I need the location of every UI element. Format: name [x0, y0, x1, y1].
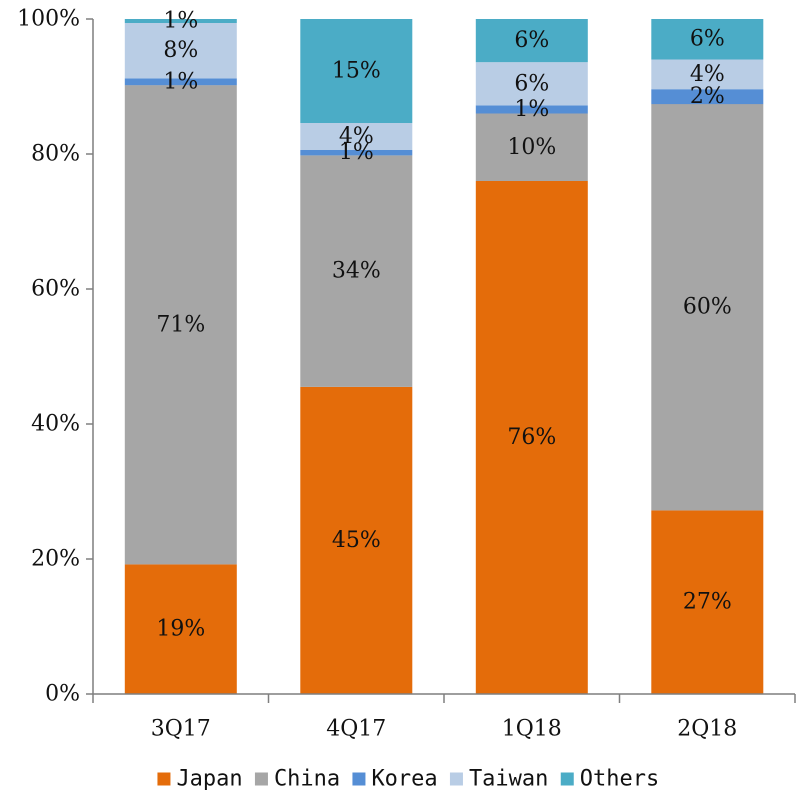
x-tick-label: 2Q18 — [677, 717, 737, 742]
data-label-taiwan-1q18: 6% — [514, 71, 549, 96]
legend-swatch — [352, 772, 366, 786]
y-tick-label: 0% — [45, 682, 80, 707]
data-label-japan-4q17: 45% — [332, 528, 381, 553]
data-label-taiwan-4q17: 4% — [339, 124, 374, 149]
data-label-china-4q17: 34% — [332, 259, 381, 284]
bar-china-4q17 — [300, 155, 413, 387]
bar-japan-4q17 — [300, 386, 413, 694]
bar-taiwan-2q18 — [651, 59, 764, 90]
bar-korea-4q17 — [300, 150, 413, 156]
bar-others-1q18 — [475, 19, 588, 63]
legend: Japan China Korea Taiwan Others — [157, 767, 659, 792]
y-tick-label: 20% — [31, 547, 80, 572]
x-tick-label: 1Q18 — [502, 717, 562, 742]
y-tick-label: 60% — [31, 277, 80, 302]
legend-swatch — [157, 772, 171, 786]
data-label-others-1q18: 6% — [514, 28, 549, 53]
bar-others-2q18 — [651, 19, 764, 60]
data-label-korea-2q18: 2% — [690, 84, 725, 109]
legend-label: China — [274, 767, 340, 792]
bar-japan-2q18 — [651, 510, 764, 694]
legend-swatch — [560, 772, 574, 786]
legend-item-japan: Japan — [157, 767, 243, 792]
bar-korea-3q17 — [124, 78, 237, 86]
legend-item-china: China — [254, 767, 340, 792]
y-tick-label: 80% — [31, 142, 80, 167]
axes-layer: 0% 20% 40% 60% 80% 100% 3Q17 4Q17 1Q18 2Q18 — [17, 7, 796, 742]
y-tick-label: 40% — [31, 412, 80, 437]
x-tick-label: 3Q17 — [151, 717, 211, 742]
bar-china-1q18 — [475, 113, 588, 181]
legend-item-others: Others — [560, 767, 659, 792]
data-label-korea-4q17: 1% — [339, 140, 374, 165]
data-labels-layer: 19%71%1%8%1%45%34%1%4%15%76%10%1%6%6%27%… — [156, 9, 731, 642]
bar-taiwan-3q17 — [124, 23, 237, 79]
bar-japan-1q18 — [475, 181, 588, 694]
data-label-korea-3q17: 1% — [163, 69, 198, 94]
bar-others-3q17 — [124, 19, 237, 23]
data-label-japan-2q18: 27% — [683, 590, 732, 615]
data-label-china-2q18: 60% — [683, 295, 732, 320]
bar-japan-3q17 — [124, 564, 237, 694]
bar-china-2q18 — [651, 104, 764, 511]
data-label-taiwan-3q17: 8% — [163, 38, 198, 63]
legend-item-taiwan: Taiwan — [449, 767, 548, 792]
y-tick-label: 100% — [17, 7, 80, 32]
legend-swatch — [254, 772, 268, 786]
bars-layer — [124, 19, 764, 694]
data-label-china-3q17: 71% — [156, 312, 205, 337]
bar-china-3q17 — [124, 85, 237, 565]
data-label-japan-3q17: 19% — [156, 617, 205, 642]
legend-swatch — [449, 772, 463, 786]
data-label-others-2q18: 6% — [690, 27, 725, 52]
bar-others-4q17 — [300, 19, 413, 123]
legend-label: Japan — [176, 767, 242, 792]
bar-taiwan-4q17 — [300, 123, 413, 150]
data-label-taiwan-2q18: 4% — [690, 62, 725, 87]
legend-label: Taiwan — [469, 767, 548, 792]
legend-label: Korea — [371, 767, 437, 792]
bar-korea-1q18 — [475, 105, 588, 114]
data-label-others-3q17: 1% — [163, 9, 198, 34]
legend-label: Others — [580, 767, 659, 792]
x-tick-label: 4Q17 — [326, 717, 386, 742]
bar-taiwan-1q18 — [475, 62, 588, 106]
bar-korea-2q18 — [651, 89, 764, 105]
legend-item-korea: Korea — [352, 767, 438, 792]
data-label-others-4q17: 15% — [332, 59, 381, 84]
data-label-china-1q18: 10% — [507, 135, 556, 160]
data-label-japan-1q18: 76% — [507, 425, 556, 450]
data-label-korea-1q18: 1% — [514, 97, 549, 122]
